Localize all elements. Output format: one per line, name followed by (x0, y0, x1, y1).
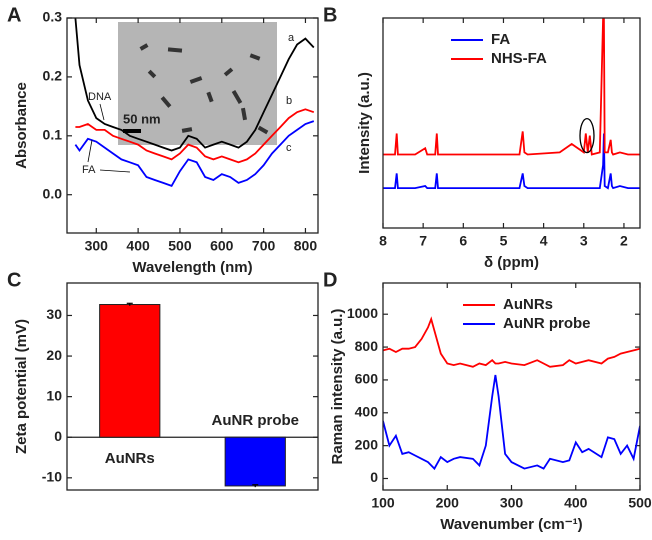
data-line (383, 133, 640, 190)
y-tick-label: 30 (46, 306, 62, 322)
y-tick-label: 20 (46, 347, 62, 363)
plot-frame (66, 17, 319, 234)
nanorod (249, 53, 261, 61)
x-tick-label: 500 (628, 495, 652, 511)
bar (224, 436, 286, 487)
y-axis-label: Zeta potential (mV) (13, 319, 30, 454)
nanorod (139, 43, 149, 51)
x-axis-label: δ (ppm) (484, 254, 539, 271)
x-tick-label: 3 (580, 233, 588, 249)
x-tick-label: 500 (168, 238, 192, 254)
y-tick-label: 400 (355, 403, 379, 419)
plot-frame (382, 282, 641, 491)
data-line (74, 18, 315, 152)
panel-label: D (323, 269, 337, 291)
y-tick-label: 0.1 (43, 127, 63, 143)
panel: B 8 7 6 5 4 3 2 δ (ppm) Intensity (a.u.) FA NHS-FA (323, 4, 641, 271)
y-tick-label: 1000 (347, 305, 378, 321)
panel: C -10 0 10 20 30 Zeta potential (mV) AuNRs AuNR … (7, 269, 319, 491)
x-tick-label: 700 (252, 238, 276, 254)
annotation: FA (82, 164, 96, 176)
legend-label: AuNRs (503, 296, 553, 313)
panel-label: C (7, 269, 21, 291)
nanorod (223, 67, 234, 77)
x-tick-label: 300 (85, 238, 109, 254)
y-tick-label: 800 (355, 338, 379, 354)
y-tick-label: 200 (355, 436, 379, 452)
x-tick-label: 400 (564, 495, 588, 511)
annotation-arrow (99, 103, 105, 121)
annotation: a (288, 32, 295, 44)
y-tick-label: 0.0 (43, 185, 63, 201)
data-line (383, 374, 640, 471)
y-axis-label: Absorbance (13, 82, 30, 169)
y-axis-label: Intensity (a.u.) (356, 72, 373, 174)
bar (99, 304, 161, 438)
annotation-arrow (99, 169, 131, 173)
data-line (75, 108, 315, 164)
x-tick-label: 400 (126, 238, 150, 254)
x-tick-label: 200 (436, 495, 460, 511)
data-line (74, 120, 315, 188)
panel-label: B (323, 4, 337, 26)
y-tick-label: 0.3 (43, 9, 63, 25)
nanorod (257, 125, 269, 135)
nanorod (206, 91, 214, 103)
y-tick-label: 10 (46, 387, 62, 403)
highlight-ellipse (579, 117, 595, 154)
x-tick-label: 100 (371, 495, 395, 511)
x-tick-label: 7 (419, 233, 427, 249)
panel-label: A (7, 4, 21, 26)
y-tick-label: 0 (370, 469, 378, 485)
nanorod (189, 76, 203, 84)
x-axis-label: Wavelength (nm) (132, 259, 252, 276)
x-tick-label: 600 (210, 238, 234, 254)
annotation: 50 nm (123, 111, 161, 126)
data-line (383, 18, 640, 156)
scale-bar (123, 129, 141, 133)
plot-frame (382, 17, 641, 229)
annotation: DNA (88, 91, 112, 103)
plot-frame (66, 282, 319, 491)
panel: A 300 400 500 600 700 800 0.0 0.1 0.2 0.3 Wavelengt… (7, 4, 319, 276)
nanorod (167, 47, 183, 53)
nanorod (147, 69, 157, 79)
y-tick-label: -10 (42, 469, 62, 485)
x-tick-label: 6 (459, 233, 467, 249)
annotation: c (286, 142, 292, 154)
category-label: AuNR probe (212, 412, 300, 429)
data-line (383, 316, 640, 368)
nanorod (160, 96, 172, 108)
nanorod (231, 89, 243, 105)
legend-label: FA (491, 31, 510, 48)
annotation-arrow (87, 139, 93, 163)
x-tick-label: 4 (540, 233, 548, 249)
y-tick-label: 0.2 (43, 68, 63, 84)
legend-label: AuNR probe (503, 315, 591, 332)
x-axis-label: Wavenumber (cm⁻¹) (440, 516, 582, 533)
x-tick-label: 8 (379, 233, 387, 249)
y-tick-label: 600 (355, 371, 379, 387)
inset-image (118, 22, 277, 145)
legend-label: NHS-FA (491, 50, 547, 67)
panel: D 100 200 300 400 500 0 200 400 600 800 1000 Wavenum… (323, 269, 652, 533)
nanorod (240, 107, 248, 121)
x-tick-label: 5 (500, 233, 508, 249)
x-tick-label: 300 (500, 495, 524, 511)
nanorod (181, 127, 193, 133)
category-label: AuNRs (105, 450, 155, 467)
x-tick-label: 800 (294, 238, 318, 254)
y-axis-label: Raman intensity (a.u.) (329, 309, 346, 465)
x-tick-label: 2 (620, 233, 628, 249)
annotation: b (286, 95, 292, 107)
y-tick-label: 0 (54, 428, 62, 444)
